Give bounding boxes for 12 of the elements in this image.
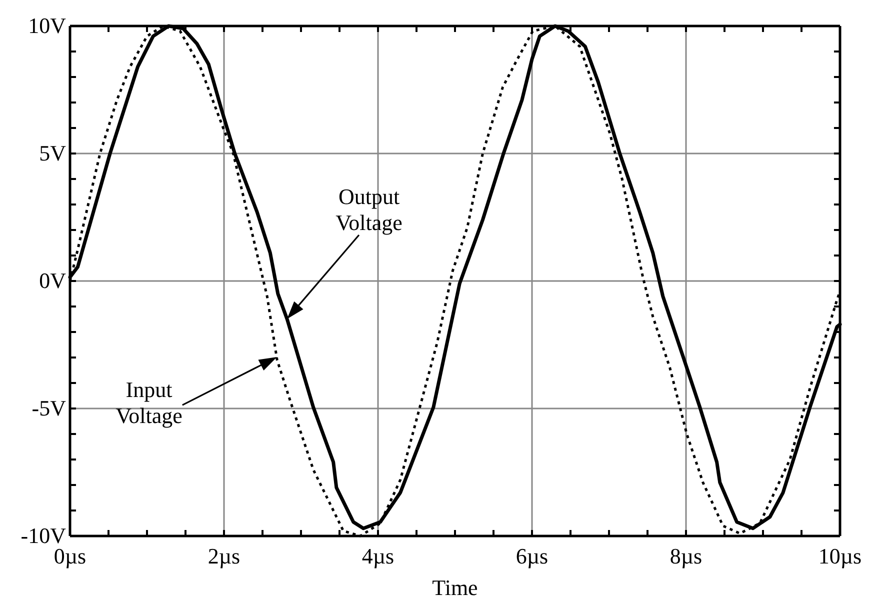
x-tick-label: 8µs	[670, 544, 702, 569]
annotation: Input Voltage	[116, 377, 182, 428]
annotation: Output Voltage	[336, 184, 402, 235]
y-tick-label: 10V	[28, 13, 66, 38]
x-axis-title: Time	[432, 575, 478, 600]
x-tick-label: 10µs	[818, 544, 862, 569]
y-tick-label: -5V	[32, 396, 66, 421]
x-tick-label: 6µs	[516, 544, 548, 569]
x-tick-label: 2µs	[208, 544, 240, 569]
y-tick-label: 0V	[39, 268, 66, 294]
x-tick-label: 4µs	[362, 544, 394, 569]
y-tick-label: 5V	[39, 140, 66, 166]
